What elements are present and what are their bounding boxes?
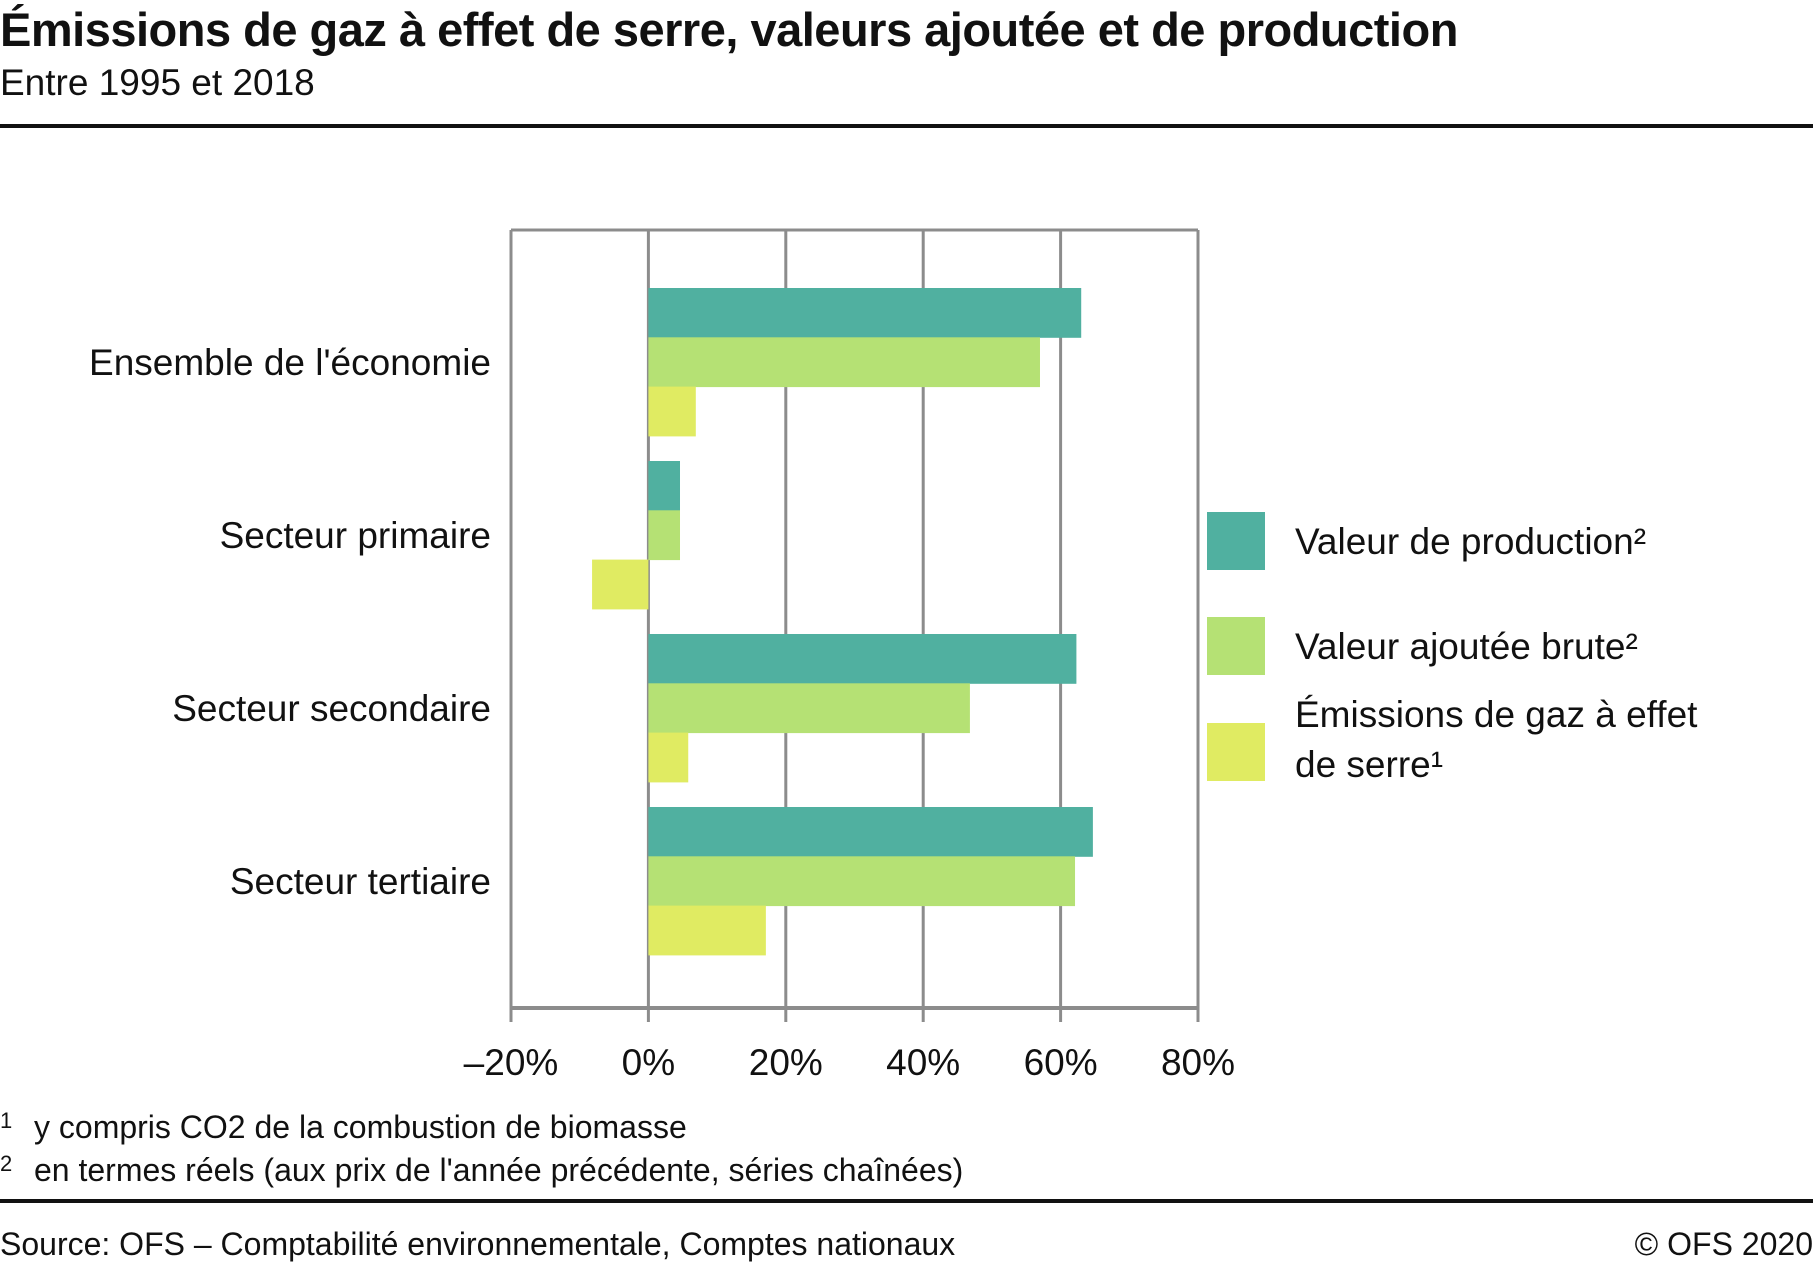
bar bbox=[648, 634, 1077, 684]
bar bbox=[648, 288, 1082, 338]
legend: Valeur de production² Valeur ajoutée brut… bbox=[1207, 512, 1698, 785]
footnote-mark: 2 bbox=[0, 1151, 13, 1176]
chart-title: Émissions de gaz à effet de serre, valeu… bbox=[0, 3, 1458, 56]
x-axis bbox=[509, 1006, 1200, 1022]
tick-label: 20% bbox=[749, 1042, 823, 1083]
copyright-text: © OFS 2020 bbox=[1634, 1226, 1813, 1262]
top-rule bbox=[0, 124, 1813, 128]
legend-label: Valeur ajoutée brute² bbox=[1295, 626, 1638, 667]
category-labels: Ensemble de l'économie Secteur primaire Se… bbox=[89, 342, 491, 902]
bar bbox=[648, 732, 689, 783]
bar bbox=[648, 856, 1076, 907]
bar bbox=[648, 510, 681, 561]
tick-labels: –20% 0% 20% 40% 60% 80% bbox=[464, 1042, 1235, 1083]
tick-label: 0% bbox=[622, 1042, 675, 1083]
bar bbox=[648, 461, 681, 511]
footnote-text: y compris CO2 de la combustion de biomas… bbox=[34, 1109, 687, 1145]
legend-label: Émissions de gaz à effet bbox=[1295, 694, 1698, 735]
footnote-1: 1 y compris CO2 de la combustion de bioma… bbox=[0, 1108, 687, 1146]
legend-swatch bbox=[1207, 723, 1265, 781]
tick-label: –20% bbox=[464, 1042, 559, 1083]
bottom-rule bbox=[0, 1199, 1813, 1203]
bars bbox=[592, 288, 1093, 956]
category-label: Ensemble de l'économie bbox=[89, 342, 491, 383]
footnote-2: 2 en termes réels (aux prix de l'année pr… bbox=[0, 1151, 963, 1189]
bar bbox=[648, 905, 766, 956]
category-label: Secteur secondaire bbox=[172, 688, 491, 729]
tick-label: 80% bbox=[1161, 1042, 1235, 1083]
bar bbox=[648, 683, 970, 734]
bar bbox=[648, 807, 1093, 857]
bar bbox=[592, 559, 649, 610]
bar bbox=[648, 337, 1040, 388]
legend-swatch bbox=[1207, 512, 1265, 570]
category-label: Secteur primaire bbox=[220, 515, 491, 556]
tick-label: 40% bbox=[886, 1042, 960, 1083]
legend-label: Valeur de production² bbox=[1295, 521, 1646, 562]
footnote-text: en termes réels (aux prix de l'année pré… bbox=[34, 1152, 964, 1188]
tick-label: 60% bbox=[1024, 1042, 1098, 1083]
bar bbox=[648, 386, 696, 437]
legend-label: de serre¹ bbox=[1295, 744, 1443, 785]
chart-subtitle: Entre 1995 et 2018 bbox=[0, 62, 315, 103]
category-label: Secteur tertiaire bbox=[230, 861, 491, 902]
source-text: Source: OFS – Comptabilité environnement… bbox=[0, 1226, 956, 1262]
footnote-mark: 1 bbox=[0, 1108, 13, 1133]
legend-swatch bbox=[1207, 617, 1265, 675]
